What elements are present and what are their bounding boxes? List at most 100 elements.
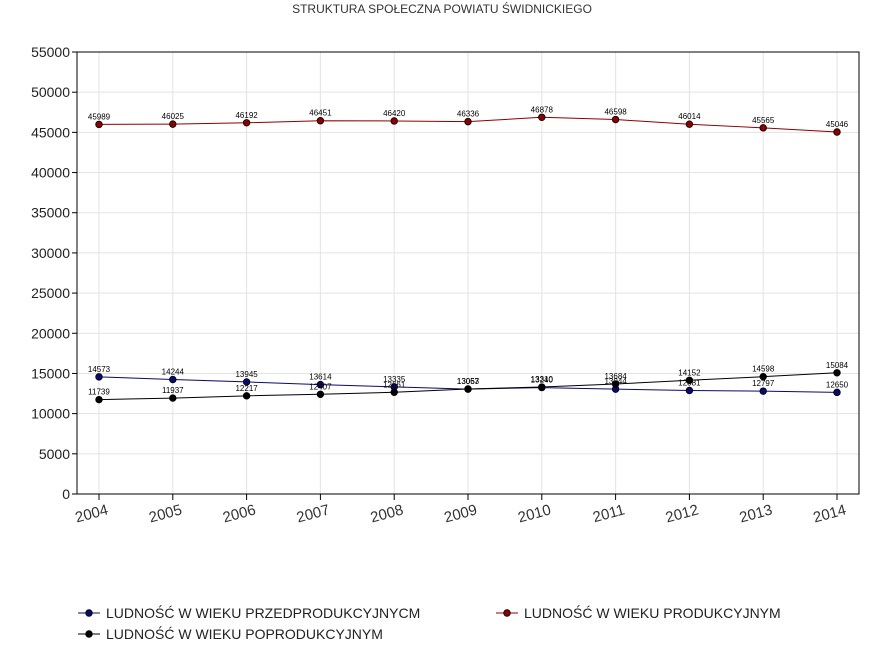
data-point xyxy=(95,373,103,381)
y-axis: 0 5000 10000 15000 20000 25000 30000 35000 40000… xyxy=(31,44,77,502)
data-label: 46025 xyxy=(162,112,185,121)
data-point xyxy=(685,376,694,384)
data-point xyxy=(169,120,177,128)
data-point xyxy=(611,380,620,388)
data-label: 12407 xyxy=(309,382,332,391)
data-label: 13945 xyxy=(235,370,258,379)
chart-title: STRUKTURA SPOŁECZNA POWIATU ŚWIDNICKIEGO xyxy=(292,1,592,16)
data-label: 14152 xyxy=(678,368,701,377)
x-tick-label: 2012 xyxy=(664,501,701,526)
data-point xyxy=(316,390,325,398)
series-3: 11739 11937 12217 12407 12661 13067 13310 13684… xyxy=(88,361,849,404)
data-point xyxy=(242,119,251,127)
data-point xyxy=(464,117,472,126)
y-tick-label: 10000 xyxy=(31,406,70,422)
data-label: 11937 xyxy=(162,386,184,395)
x-tick-label: 2011 xyxy=(591,501,627,526)
y-tick-label: 55000 xyxy=(31,44,70,60)
data-point xyxy=(759,124,767,132)
data-point xyxy=(833,388,841,397)
data-label: 46014 xyxy=(678,112,701,121)
data-label: 15084 xyxy=(826,361,849,370)
data-label: 12650 xyxy=(826,380,849,389)
y-tick-label: 15000 xyxy=(31,365,70,381)
y-tick-label: 35000 xyxy=(31,205,70,221)
legend-label: LUDNOŚĆ W WIEKU PRODUKCYJNYM xyxy=(524,604,781,621)
data-point xyxy=(390,388,398,396)
data-label: 13067 xyxy=(457,377,480,386)
data-label: 14598 xyxy=(752,365,775,374)
data-point xyxy=(95,120,103,129)
data-label: 12661 xyxy=(383,380,406,389)
data-point xyxy=(833,369,841,377)
legend-marker xyxy=(503,609,511,617)
data-point xyxy=(169,375,177,384)
series-2: 45989 46025 46192 46451 46420 46336 46878 46598… xyxy=(88,105,849,136)
data-label: 13053 xyxy=(457,377,480,386)
data-point xyxy=(242,378,251,386)
y-tick-label: 25000 xyxy=(31,285,70,301)
data-point xyxy=(316,117,325,125)
x-tick-label: 2006 xyxy=(221,501,258,526)
data-label: 13240 xyxy=(531,376,554,385)
legend: LUDNOŚĆ W WIEKU PRZEDPRODUKCYJNYCM LUDNOŚ… xyxy=(78,604,781,642)
data-point xyxy=(390,117,398,125)
data-label: 45565 xyxy=(752,116,775,125)
data-point xyxy=(169,394,177,402)
data-point xyxy=(611,115,620,124)
data-label: 45989 xyxy=(88,112,111,121)
y-tick-label: 20000 xyxy=(31,325,70,341)
data-point xyxy=(464,385,472,393)
data-label: 13335 xyxy=(383,375,406,384)
data-point xyxy=(759,372,767,381)
data-label: 46420 xyxy=(383,109,406,118)
data-label: 13684 xyxy=(604,372,627,381)
legend-item: LUDNOŚĆ W WIEKU PRODUKCYJNYM xyxy=(496,604,781,621)
data-point xyxy=(833,128,841,136)
data-label: 46451 xyxy=(309,109,332,118)
y-tick-label: 5000 xyxy=(39,446,70,462)
data-label: 12217 xyxy=(235,384,258,393)
y-tick-label: 45000 xyxy=(31,124,70,140)
data-label: 14244 xyxy=(162,368,185,377)
x-tick-label: 2013 xyxy=(738,501,775,526)
x-tick-label: 2014 xyxy=(811,501,848,526)
data-point xyxy=(95,395,103,404)
legend-label: LUDNOŚĆ W WIEKU POPRODUKCYJNYM xyxy=(106,625,383,642)
y-tick-label: 40000 xyxy=(31,165,70,181)
x-tick-label: 2007 xyxy=(295,501,332,526)
data-label: 45046 xyxy=(826,120,849,129)
x-tick-label: 2005 xyxy=(147,501,184,526)
data-label: 11739 xyxy=(88,388,110,397)
data-label: 46336 xyxy=(457,110,480,119)
x-tick-label: 2010 xyxy=(516,501,553,526)
legend-marker xyxy=(85,609,93,617)
y-tick-label: 50000 xyxy=(31,84,70,100)
data-label: 13310 xyxy=(531,375,554,384)
legend-label: LUDNOŚĆ W WIEKU PRZEDPRODUKCYJNYCM xyxy=(106,604,420,621)
data-point xyxy=(685,386,694,395)
data-label: 13614 xyxy=(309,373,332,382)
x-axis: 2004 2005 2006 2007 2008 2009 2010 2011 2012 2013… xyxy=(73,494,848,527)
data-point xyxy=(316,380,325,389)
data-point xyxy=(759,387,767,395)
legend-item: LUDNOŚĆ W WIEKU POPRODUKCYJNYM xyxy=(78,625,383,642)
y-tick-label: 30000 xyxy=(31,245,70,261)
series-group: 1457314244139451361413335130531324013044… xyxy=(88,105,849,404)
data-label: 12797 xyxy=(752,379,775,388)
data-point xyxy=(538,383,546,391)
data-point xyxy=(685,120,694,128)
data-label: 46192 xyxy=(235,111,258,120)
x-tick-label: 2008 xyxy=(369,501,406,526)
data-point xyxy=(538,113,546,121)
data-point xyxy=(242,392,251,400)
y-tick-label: 0 xyxy=(62,486,70,502)
legend-marker xyxy=(85,630,93,638)
x-tick-label: 2004 xyxy=(73,501,110,526)
legend-item: LUDNOŚĆ W WIEKU PRZEDPRODUKCYJNYCM xyxy=(78,604,420,621)
data-label: 46598 xyxy=(604,108,627,117)
x-tick-label: 2009 xyxy=(442,501,479,526)
data-label: 46878 xyxy=(531,105,554,114)
data-label: 14573 xyxy=(88,365,111,374)
